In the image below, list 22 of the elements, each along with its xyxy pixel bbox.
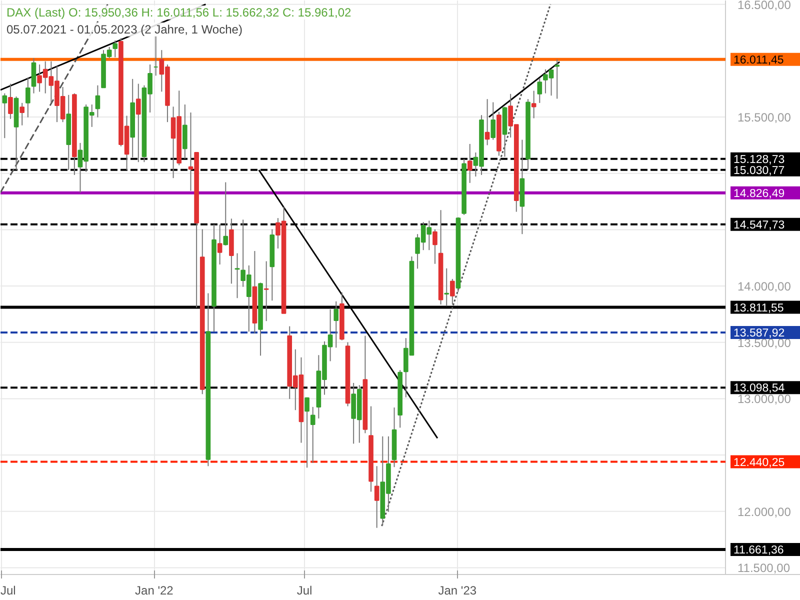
ref-line-label: 15.128,73 xyxy=(734,154,785,166)
y-tick-label: 13.000,00 xyxy=(738,392,792,406)
ref-line-label: 14.826,49 xyxy=(734,188,785,200)
ref-line-label: 12.440,25 xyxy=(734,456,785,469)
ref-line-label: 14.547,73 xyxy=(734,219,785,232)
ref-line-label: 13.098,54 xyxy=(734,382,786,395)
x-tick-label: Jul xyxy=(296,584,312,598)
text: 05.07.2021 - 01.05.2023 (2 Jahre, 1 Woche) xyxy=(6,22,242,36)
ref-line-label: 16.011,45 xyxy=(734,54,784,66)
ref-line-label: 13.811,55 xyxy=(734,302,784,314)
x-tick-label: Jan '23 xyxy=(438,584,477,598)
y-tick-label: 11.500,00 xyxy=(738,561,790,576)
ref-line-label: 15.030,77 xyxy=(734,164,785,177)
ref-line-label: 13.587,92 xyxy=(734,327,785,340)
ref-line-label: 11.661,36 xyxy=(734,544,784,557)
x-tick-label: Jan '22 xyxy=(135,584,174,598)
y-tick-label: 12.000,00 xyxy=(738,504,792,519)
x-tick-label: Jul xyxy=(0,584,16,598)
y-tick-label: 14.000,00 xyxy=(738,280,792,294)
y-tick-label: 15.500,00 xyxy=(738,110,792,125)
y-tick-label: 16.500,00 xyxy=(738,0,792,12)
text: DAX (Last) O: 15.950,36 H: 16.011,56 L: 15.662,32 C: 15.961,02 xyxy=(6,6,352,20)
